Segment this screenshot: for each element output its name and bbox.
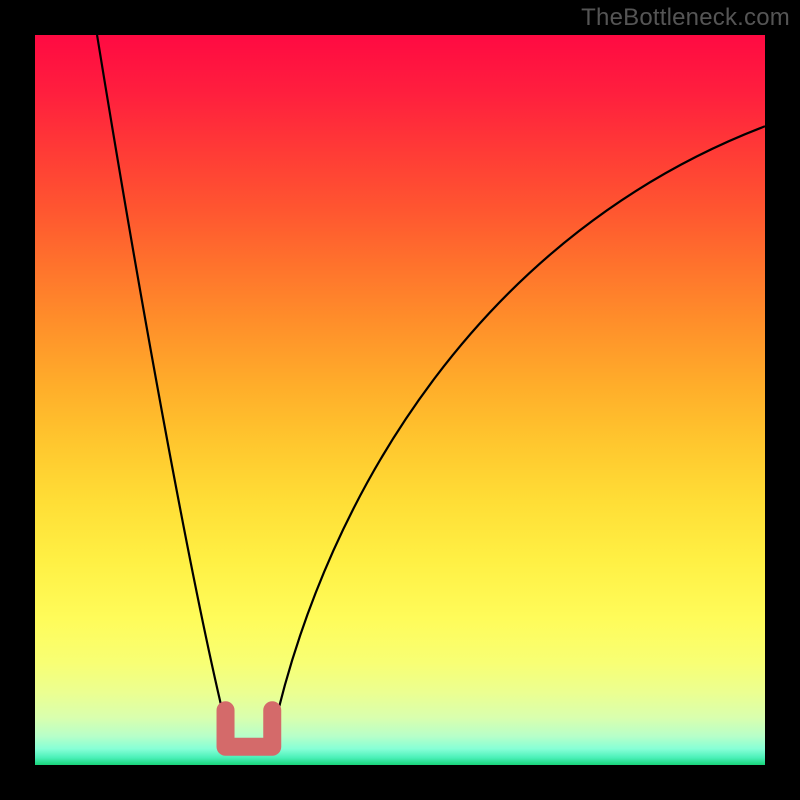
- watermark-text: TheBottleneck.com: [581, 4, 790, 32]
- bottleneck-chart: [0, 0, 800, 800]
- chart-container: TheBottleneck.com: [0, 0, 800, 800]
- plot-background: [35, 35, 765, 765]
